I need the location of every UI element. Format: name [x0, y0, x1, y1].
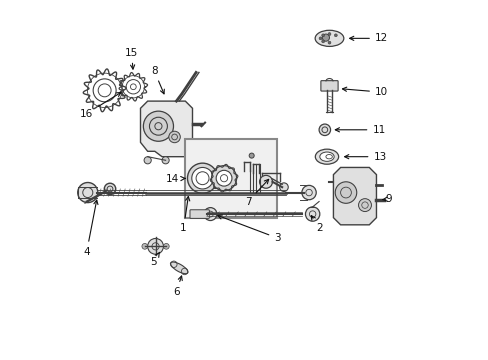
Circle shape [78, 183, 98, 203]
Text: 14: 14 [166, 174, 185, 184]
Text: 12: 12 [349, 33, 387, 43]
Circle shape [301, 185, 316, 200]
Circle shape [321, 34, 324, 37]
Text: 7: 7 [244, 179, 268, 207]
Circle shape [249, 153, 254, 158]
Ellipse shape [315, 149, 338, 164]
Text: 4: 4 [83, 200, 98, 257]
Text: 1: 1 [180, 197, 189, 233]
Circle shape [104, 183, 116, 195]
Circle shape [279, 183, 287, 192]
Text: 10: 10 [342, 87, 387, 97]
Text: 5: 5 [149, 252, 159, 267]
Circle shape [163, 243, 169, 249]
Circle shape [203, 208, 217, 221]
FancyBboxPatch shape [320, 81, 337, 91]
Circle shape [327, 41, 330, 44]
Circle shape [322, 34, 329, 41]
Circle shape [335, 182, 356, 203]
Circle shape [305, 207, 319, 221]
Polygon shape [333, 167, 376, 225]
Text: 3: 3 [217, 215, 280, 243]
Circle shape [319, 124, 330, 135]
Circle shape [143, 111, 173, 141]
Text: 6: 6 [173, 276, 182, 297]
Circle shape [334, 34, 337, 37]
Circle shape [327, 33, 330, 36]
Circle shape [211, 166, 236, 191]
FancyBboxPatch shape [190, 210, 209, 219]
Circle shape [144, 157, 151, 164]
Text: 2: 2 [311, 216, 323, 233]
Ellipse shape [319, 152, 333, 161]
Polygon shape [140, 101, 192, 157]
Text: 13: 13 [344, 152, 386, 162]
Circle shape [187, 163, 217, 193]
Text: 15: 15 [124, 48, 138, 69]
Circle shape [319, 37, 321, 40]
Text: 8: 8 [150, 66, 164, 94]
Ellipse shape [170, 262, 187, 274]
Circle shape [259, 175, 272, 188]
Circle shape [142, 243, 147, 249]
Bar [185, 139, 276, 218]
Circle shape [216, 170, 231, 186]
Circle shape [321, 40, 324, 43]
Text: 9: 9 [382, 194, 391, 204]
Circle shape [147, 238, 163, 254]
Ellipse shape [314, 30, 343, 46]
Text: 16: 16 [80, 93, 121, 119]
Text: 11: 11 [335, 125, 385, 135]
Circle shape [168, 131, 180, 143]
Circle shape [358, 199, 371, 212]
Circle shape [162, 157, 169, 164]
Circle shape [191, 167, 213, 189]
